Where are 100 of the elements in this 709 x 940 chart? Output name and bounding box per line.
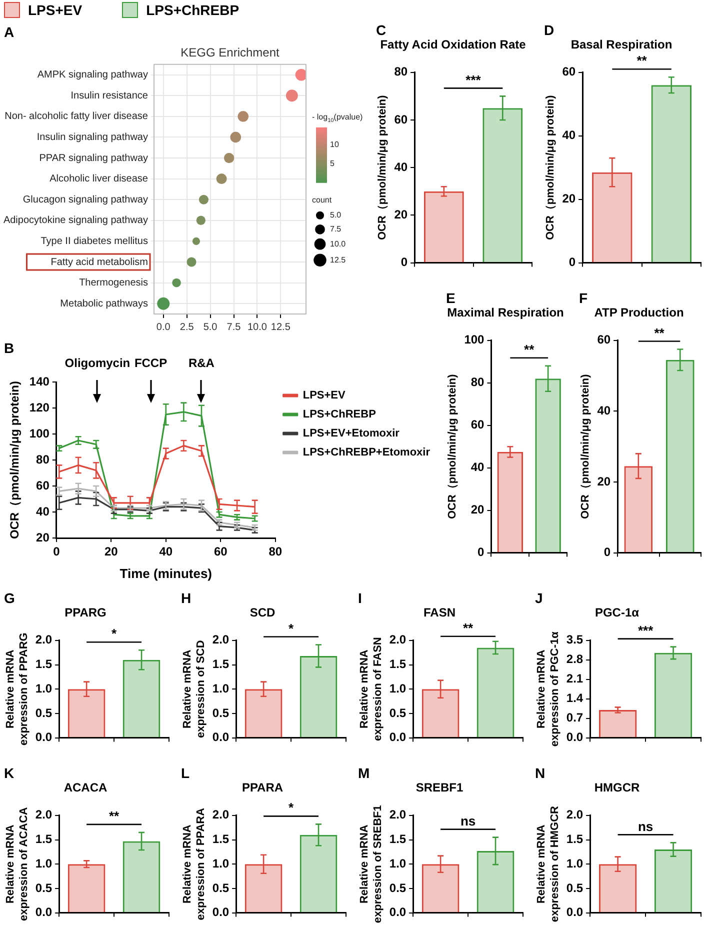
y-tick-label: PPAR signaling pathway — [39, 152, 148, 164]
text: ** — [462, 620, 474, 636]
chart-title: SREBF1 — [416, 780, 464, 795]
legend-title: count — [312, 195, 332, 204]
y-tick-label: 2.0 — [212, 632, 230, 647]
y-tick-label: 2.0 — [389, 632, 406, 647]
y-tick-label: 0.5 — [389, 880, 406, 895]
annotation: * — [112, 626, 118, 642]
y-tick-label: 0.0 — [35, 905, 52, 920]
y-tick-label: 40 — [597, 404, 611, 418]
y-tick-label: 20 — [36, 530, 50, 544]
chart-title: Maximal Respiration — [447, 306, 564, 320]
y-tick-label: 1.0 — [212, 856, 230, 870]
y-tick-label: 0.5 — [566, 880, 584, 895]
y-tick-label: 1.5 — [212, 832, 230, 846]
y-tick-label: 0.5 — [35, 880, 52, 895]
y-tick-label: 1.5 — [389, 832, 406, 846]
y-axis-title: Relative mRNA expression of SREBF1 — [358, 805, 384, 924]
chart-title: HMGCR — [594, 780, 640, 795]
text: Oligomycin — [64, 356, 130, 370]
y-tick-label: 100 — [464, 332, 485, 347]
annotation: ** — [524, 342, 536, 357]
y-tick-label: 0.0 — [212, 905, 230, 920]
y-tick-label: 0 — [400, 255, 408, 270]
chart-title: SCD — [250, 606, 276, 620]
y-tick-label: 3.5 — [566, 632, 584, 647]
text: M — [358, 764, 370, 781]
y-tick-label: Type II diabetes mellitus — [40, 236, 148, 247]
chart-title: ATP Production — [594, 306, 684, 320]
y-tick-label: 60 — [597, 332, 611, 347]
x-tick-label: 2.5 — [180, 322, 194, 333]
y-tick-label: 0.0 — [212, 730, 230, 744]
annotation: ns — [460, 813, 476, 828]
annotation: *** — [466, 72, 482, 88]
x-tick-label: 10.0 — [247, 322, 268, 333]
text: R&A — [188, 356, 214, 370]
y-tick-label: 1.5 — [35, 657, 52, 672]
annotation: ** — [108, 808, 120, 824]
y-axis-title: Relative mRNA expression of PPARG — [4, 632, 30, 746]
y-tick-label: 1.0 — [212, 681, 230, 696]
y-axis-title: Relative mRNA expression of PGC-1α — [536, 631, 561, 747]
y-tick-label: 100 — [29, 426, 50, 440]
point — [110, 504, 118, 512]
y-tick-label: 140 — [29, 374, 50, 388]
y-tick-label: 20 — [597, 474, 611, 488]
y-axis-title: OCR（pmol/min/μg protein) — [446, 374, 459, 520]
y-tick-label: Alcoholic liver disease — [50, 174, 148, 185]
y-axis-title: OCR（pmol/min/μg protein) — [376, 94, 389, 240]
text: ** — [636, 53, 648, 68]
text: L — [181, 764, 190, 781]
text: E — [446, 290, 456, 306]
y-tick-label: 2.0 — [389, 808, 406, 822]
text: * — [288, 800, 295, 816]
y-axis-title: OCR（pmol/min/μg protein) — [8, 381, 22, 539]
x-tick-label: 0.0 — [156, 322, 171, 333]
chart-title: ACACA — [64, 780, 108, 795]
chart-title: Basal Respiration — [570, 38, 672, 52]
y-tick-label: 0.0 — [566, 905, 584, 920]
y-tick-label: Insulin signaling pathway — [36, 132, 148, 143]
y-tick-label: 1.5 — [35, 832, 52, 846]
y-tick-label: 60 — [562, 64, 576, 79]
chart-title: KEGG Enrichment — [180, 46, 280, 60]
y-tick-label: Thermogenesis — [79, 278, 148, 289]
y-tick-label: Metabolic pathways — [60, 298, 148, 310]
y-axis-title: Relative mRNA expression of SCD — [182, 640, 207, 738]
chart-title: PPARG — [64, 606, 106, 620]
y-axis-title: Relative mRNA expression of FASN — [358, 637, 384, 742]
legend-label: LPS+EV+Etomoxir — [302, 428, 400, 440]
y-tick-label: 1.4 — [566, 691, 584, 706]
legend-label: LPS+ChREBP — [302, 408, 376, 421]
y-tick-label: 2.0 — [566, 808, 584, 822]
y-tick-label: 0 — [568, 255, 576, 270]
text: ** — [654, 325, 666, 340]
y-tick-label: 60 — [470, 418, 485, 432]
legend-label: LPS+ChREBP — [146, 2, 240, 18]
legend-label: 7.5 — [330, 224, 342, 234]
y-tick-label: Non- alcoholic fatty liver disease — [4, 111, 148, 122]
y-tick-label: 40 — [36, 504, 50, 518]
y-tick-label: 120 — [29, 400, 50, 414]
color-bar-label: 10 — [330, 140, 340, 150]
text: J — [535, 590, 543, 606]
text: F — [579, 290, 588, 306]
legend-label: 10.0 — [330, 239, 346, 248]
point — [146, 507, 154, 514]
text: * — [288, 620, 295, 636]
y-tick-label: AMPK signaling pathway — [37, 70, 148, 81]
x-tick-label: 5.0 — [203, 322, 218, 333]
y-tick-label: 2.8 — [566, 652, 584, 666]
legend-label: 12.5 — [330, 255, 346, 264]
text: A — [4, 24, 14, 40]
y-tick-label: 1.0 — [566, 856, 584, 870]
y-tick-label: 60 — [36, 478, 50, 492]
y-tick-label: 80 — [470, 375, 485, 390]
y-tick-label: 20 — [470, 502, 485, 517]
chart-title: PGC-1α — [594, 606, 640, 620]
text: B — [4, 340, 14, 356]
y-tick-label: 1.0 — [35, 681, 52, 696]
y-axis-title: Relative mRNA expression of ACACA — [4, 807, 30, 922]
x-tick-label: 12.5 — [270, 322, 291, 333]
legend-label: 5.0 — [330, 210, 342, 220]
